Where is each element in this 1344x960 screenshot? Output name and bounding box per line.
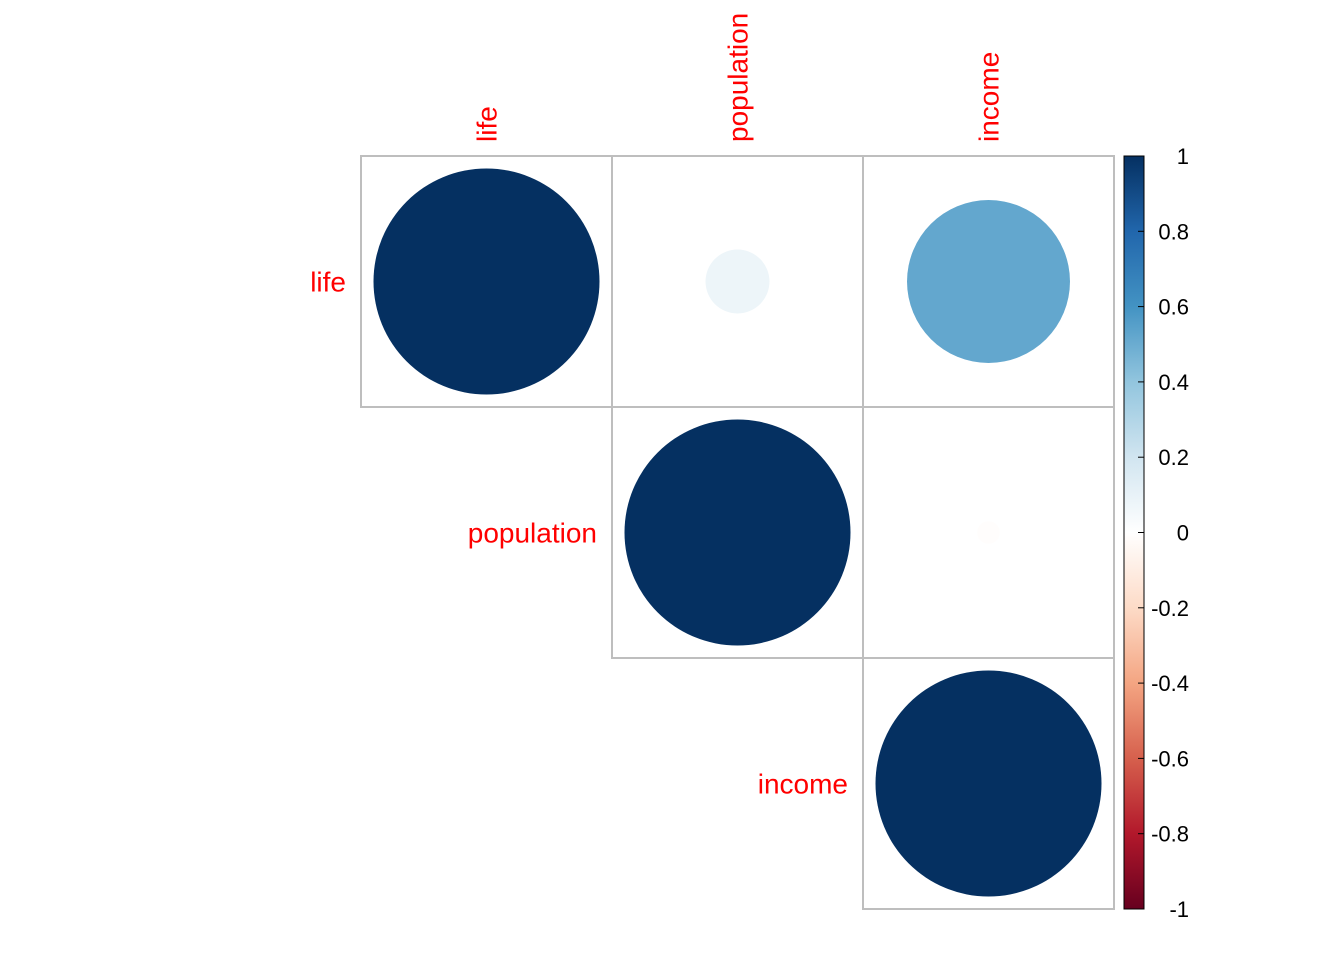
colorbar-tick-label: 0.6 <box>1158 295 1189 320</box>
colorbar-tick-label: -0.2 <box>1151 596 1189 621</box>
column-label-population: population <box>723 13 754 142</box>
row-label-life: life <box>310 267 346 298</box>
colorbar: 1 0.8 0.6 0.4 0.2 0 -0.2 -0.4 -0.6 -0.8 -1 <box>1123 144 1189 922</box>
corr-circle-life-life <box>373 168 600 395</box>
corr-circle-income-income <box>875 670 1102 897</box>
corr-circle-life-income <box>907 200 1070 363</box>
colorbar-tick-label: 0.4 <box>1158 370 1189 395</box>
corr-circle-population-income <box>977 521 1000 544</box>
matrix-grid <box>360 155 1115 910</box>
column-labels: life population income <box>472 13 1005 142</box>
row-label-income: income <box>758 769 848 800</box>
colorbar-tick-label: 0 <box>1177 521 1189 546</box>
column-label-life: life <box>472 106 503 142</box>
corr-circle-population-population <box>624 419 851 646</box>
matrix-cell-income-income <box>862 657 1115 910</box>
colorbar-tick-label: -0.8 <box>1151 822 1189 847</box>
corr-circle-life-population <box>705 249 770 314</box>
colorbar-tick-label: -0.4 <box>1151 671 1189 696</box>
row-labels: life population income <box>310 267 848 800</box>
column-label-income: income <box>974 52 1005 142</box>
correlation-circles <box>373 168 1102 897</box>
row-label-population: population <box>468 518 597 549</box>
colorbar-tick-label: 1 <box>1177 144 1189 169</box>
colorbar-tick-label: 0.2 <box>1158 445 1189 470</box>
colorbar-tick-label: 0.8 <box>1158 219 1189 244</box>
colorbar-tick-label: -0.6 <box>1151 746 1189 771</box>
colorbar-tick-label: -1 <box>1169 897 1189 922</box>
